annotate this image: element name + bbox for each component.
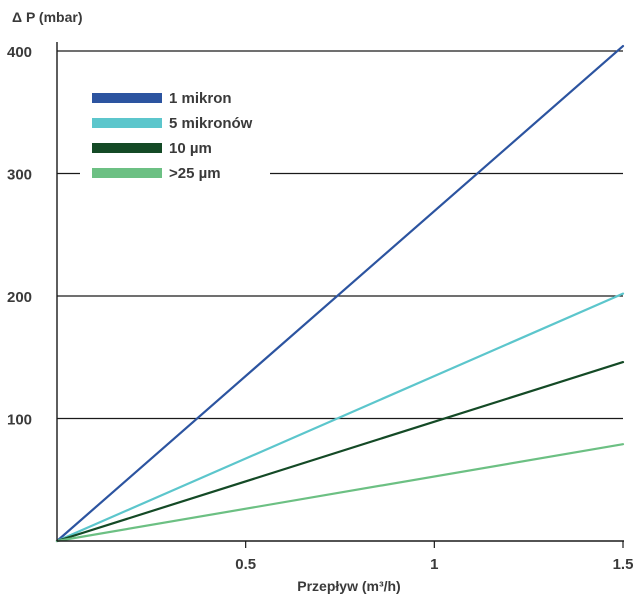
y-axis-label: Δ P (mbar) [12, 9, 83, 25]
y-tick-label-200: 200 [7, 289, 32, 306]
series-line-2 [55, 292, 625, 543]
series-line-4 [55, 443, 625, 543]
series-line-1 [55, 44, 625, 543]
legend-swatch-2 [92, 118, 162, 128]
legend-label-4: >25 µm [169, 165, 221, 182]
legend-label-1: 1 mikron [169, 90, 232, 107]
legend-swatch-3 [92, 143, 162, 153]
tick-labels: 0.5 1 1.5 100 200 300 400 [7, 44, 633, 573]
y-tick-label-400: 400 [7, 44, 32, 61]
legend-label-3: 10 µm [169, 140, 212, 157]
x-tick-label-1: 1 [430, 556, 438, 573]
y-tick-label-100: 100 [7, 412, 32, 429]
legend-label-2: 5 mikronów [169, 115, 253, 132]
legend-swatch-1 [92, 93, 162, 103]
series-line-3 [55, 361, 625, 543]
series-lines [55, 44, 625, 543]
y-tick-label-300: 300 [7, 167, 32, 184]
axes [56, 42, 624, 548]
x-tick-label-1.5: 1.5 [613, 556, 634, 573]
x-tick-label-0.5: 0.5 [235, 556, 256, 573]
x-axis-label: Przepływ (m³/h) [297, 578, 400, 594]
legend: 1 mikron 5 mikronów 10 µm >25 µm [80, 82, 270, 196]
legend-swatch-4 [92, 168, 162, 178]
